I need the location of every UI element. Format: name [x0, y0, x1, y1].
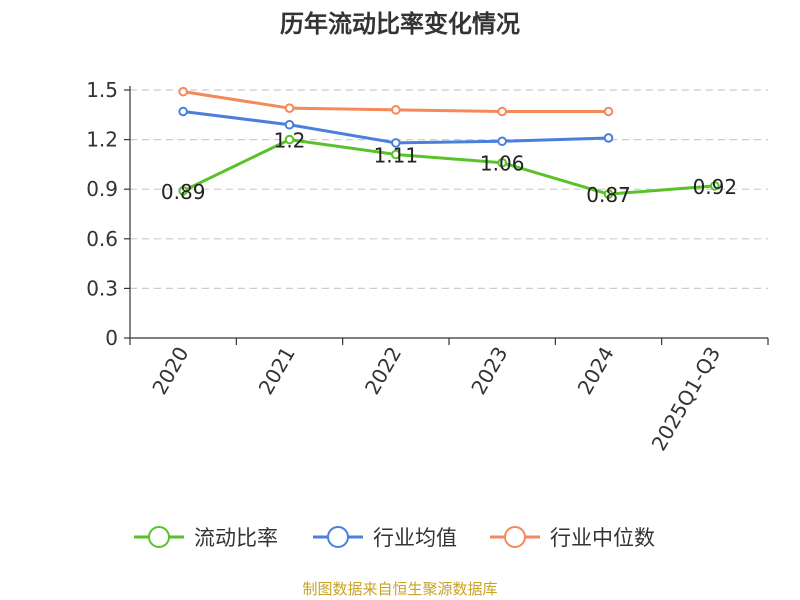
data-point: [391, 149, 401, 160]
y-tick-label: 0: [105, 326, 118, 350]
data-point: [178, 86, 188, 97]
x-tick-label: 2024: [573, 343, 619, 399]
y-tick-label: 0.6: [86, 227, 118, 251]
data-point: [178, 106, 188, 117]
legend-item[interactable]: 行业均值: [313, 526, 457, 550]
data-point: [710, 181, 720, 191]
legend-item[interactable]: 流动比率: [134, 526, 278, 550]
data-point: [603, 133, 614, 143]
legend-label: 行业均值: [373, 526, 457, 550]
x-tick-label: 2021: [254, 343, 300, 399]
data-point: [284, 119, 295, 130]
data-point: [603, 106, 614, 117]
y-tick-label: 1.2: [86, 128, 118, 152]
x-tick-label: 2025Q1-Q3: [646, 343, 725, 455]
data-point: [497, 136, 507, 147]
legend-label: 流动比率: [194, 526, 278, 550]
chart-title: 历年流动比率变化情况: [280, 10, 520, 38]
legend-marker: [148, 526, 170, 548]
x-tick-label: 2020: [147, 343, 193, 399]
y-tick-label: 0.3: [86, 276, 118, 300]
x-tick-label: 2023: [466, 342, 512, 398]
legend: 流动比率 行业均值 行业中位数: [134, 526, 655, 550]
data-point: [178, 186, 188, 196]
x-tick-label: 2022: [360, 343, 406, 399]
legend-item[interactable]: 行业中位数: [490, 526, 655, 550]
data-point: [391, 138, 401, 148]
data-label: 0.92: [693, 175, 738, 199]
data-label: 0.89: [161, 180, 206, 204]
legend-label: 行业中位数: [550, 526, 655, 550]
data-labels: 0.89 1.2 1.11 1.06 0.87 0.92: [161, 129, 737, 208]
data-point: [391, 105, 401, 115]
data-point: [284, 134, 295, 145]
data-point: [603, 189, 614, 199]
data-label: 1.06: [480, 152, 525, 176]
data-label: 1.11: [374, 143, 419, 167]
data-point: [497, 157, 507, 168]
source-note: 制图数据来自恒生聚源数据库: [302, 580, 497, 598]
y-tick-label: 1.5: [86, 78, 118, 102]
series-line: [182, 138, 715, 196]
series-group: [178, 86, 720, 199]
data-label: 0.87: [586, 183, 631, 207]
data-point: [497, 106, 507, 117]
y-tick-label: 0.9: [86, 177, 118, 201]
data-label: 1.2: [274, 129, 306, 153]
axes: 0 0.3 0.6 0.9 1.2 1.5 2020 2021 2022 2023 2024 2025…: [86, 78, 769, 455]
data-point: [284, 103, 295, 113]
legend-marker: [327, 526, 349, 548]
legend-marker: [504, 526, 526, 548]
